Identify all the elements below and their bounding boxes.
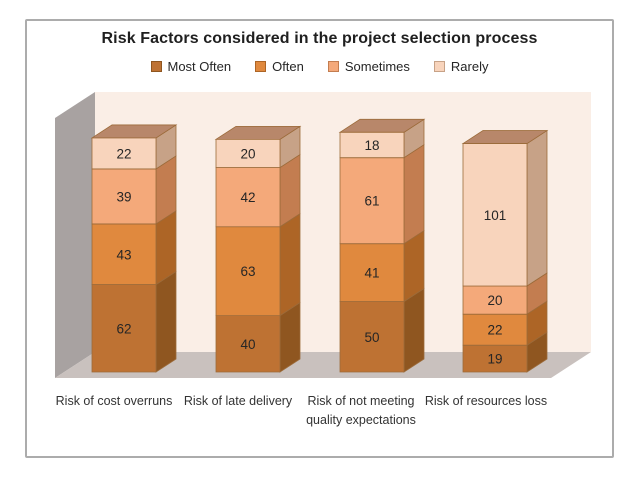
bar-segment-side [403,143,425,245]
legend-label: Most Often [167,59,232,74]
legend-item-most-often: Most Often [150,59,232,74]
legend-label: Rarely [450,59,489,74]
bar-segment-rarely [462,143,528,287]
bar-value-label: 41 [364,266,379,281]
bar-value-label: 42 [240,190,255,205]
bar-value-label: 61 [364,194,379,209]
bar-segment-side [526,129,548,287]
bar-segment-rarely [339,131,405,159]
bar-value-label: 18 [364,138,379,153]
legend-label: Often [272,59,304,74]
legend-swatch-icon [255,61,267,72]
bar-value-label: 40 [240,337,255,352]
bar-value-label: 22 [487,323,502,338]
plot-floor [55,352,591,378]
bar-value-label: 43 [116,247,131,262]
legend-swatch-icon [150,61,162,72]
bar-value-label: 20 [487,293,502,308]
category-label-3: Risk of not meeting quality expectations [306,394,416,427]
chart-title: Risk Factors considered in the project s… [101,30,538,47]
legend-label: Sometimes [344,59,410,74]
bar-value-label: 63 [240,264,255,279]
bar-value-label: 19 [487,352,502,367]
bar-value-label: 22 [116,146,131,161]
bar-value-label: 62 [116,321,131,336]
bar-segment-side [403,287,425,373]
category-label-1: Risk of cost overruns [55,394,173,408]
bar-segment-rarely [215,138,281,168]
category-label-2: Risk of late delivery [183,394,293,408]
category-label-4: Risk of resources loss [424,394,548,408]
legend-swatch-icon [433,61,445,72]
legend-item-sometimes: Sometimes [327,59,410,74]
plot-side-wall [55,92,95,378]
bar-value-label: 50 [364,330,379,345]
bar-value-label: 20 [240,146,255,161]
chart-legend: Most Often Often Sometimes Rarely [27,59,612,74]
legend-item-rarely: Rarely [433,59,489,74]
bar-value-label: 101 [484,208,507,223]
legend-swatch-icon [327,61,339,72]
bar-segment-side [155,270,177,373]
legend-item-often: Often [255,59,304,74]
bar-segment-rarely [91,137,157,170]
bar-segment-side [279,213,301,317]
bar-value-label: 39 [116,189,131,204]
